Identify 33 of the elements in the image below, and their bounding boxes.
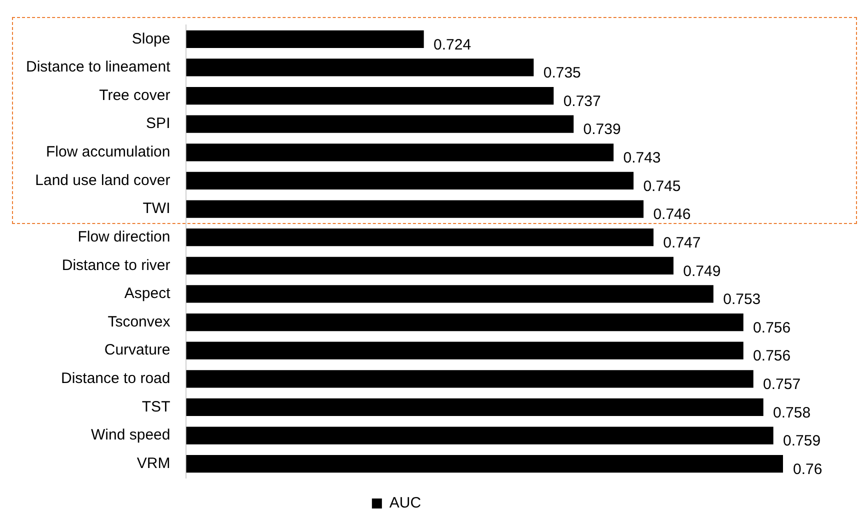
y-tick-label: Slope [132,30,170,48]
data-label: 0.746 [653,206,691,224]
y-tick-label: VRM [136,454,170,472]
data-label: 0.756 [753,319,791,336]
y-tick-label: Tree cover [99,86,170,104]
data-label: 0.756 [753,348,791,365]
y-tick-label: Distance to river [62,256,170,274]
y-tick-label: Wind speed [91,426,170,444]
y-tick-label: SPI [146,115,170,132]
y-tick-label: Aspect [124,285,172,302]
data-label: 0.747 [663,234,701,252]
y-tick-label: Distance to road [61,370,170,388]
y-tick-label: Curvature [104,342,170,359]
data-label: 0.753 [723,291,761,308]
y-tick-label: Flow accumulation [46,144,170,161]
data-label: 0.724 [434,36,472,54]
y-tick-label: Tsconvex [108,313,171,330]
data-label: 0.743 [623,150,661,167]
data-label: 0.76 [793,460,822,478]
y-tick-label: Distance to lineament [26,58,172,76]
data-label: 0.739 [583,121,621,138]
data-label: 0.749 [683,262,721,280]
data-label: 0.758 [773,404,811,422]
y-tick-label: TWI [142,200,170,218]
data-label: 0.735 [543,64,581,82]
data-label: 0.745 [643,178,681,195]
data-label: 0.757 [763,376,801,394]
data-label: 0.737 [563,92,601,110]
y-tick-label: Land use land cover [35,172,170,189]
y-tick-label: TST [142,398,170,416]
legend-label: AUC [389,494,422,512]
y-tick-label: Flow direction [78,228,170,246]
data-label: 0.759 [783,432,821,450]
